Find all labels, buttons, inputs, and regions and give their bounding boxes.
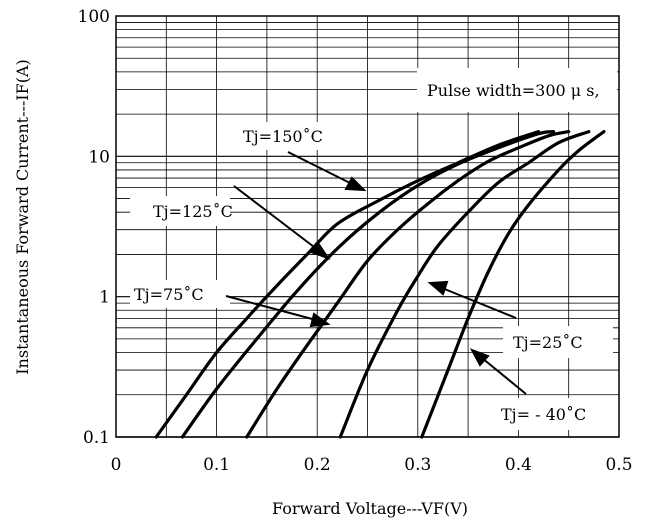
x-tick-label: 0.3 [404,455,431,475]
label-box-125 [130,196,230,226]
x-tick-label: 0 [111,455,122,475]
y-axis-title: Instantaneous Forward Current---IF(A) [13,59,32,375]
curve-label-125: Tj=125˚C [153,202,233,221]
x-tick-label: 0.4 [505,455,532,475]
curve-series-4 [420,130,606,439]
y-tick-label: 1 [99,288,110,308]
curve-label-minus40: Tj= - 40˚C [501,405,586,424]
y-tick-label: 10 [88,147,110,167]
curve-label-75: Tj=75˚C [134,285,204,304]
arrow-75 [225,295,331,328]
y-tick-label: 100 [78,7,110,27]
label-box-150 [238,122,326,150]
x-tick-label: 0.2 [304,455,331,475]
x-axis-title: Forward Voltage---VF(V) [272,499,468,518]
x-tick-label: 0.1 [203,455,230,475]
arrow-minus40 [469,348,527,395]
curve-series-1 [180,130,556,439]
curves [154,130,606,439]
annotation-arrows [225,151,527,395]
curve-series-2 [245,130,571,439]
arrow-25 [427,280,517,319]
plot-frame [115,15,620,438]
label-box-75 [130,280,230,308]
curve-label-150: Tj=150˚C [243,127,323,146]
label-box-25 [503,326,613,358]
y-tick-label: 0.1 [83,428,110,448]
label-box-m40 [493,398,613,430]
arrow-150 [287,151,367,192]
curve-label-25: Tj=25˚C [513,333,583,352]
pulse-note-box [417,68,617,112]
pulse-note: Pulse width=300 μ s, [427,81,600,100]
x-tick-label: 0.5 [605,455,632,475]
arrow-125 [233,185,331,260]
curve-series-3 [338,130,591,439]
